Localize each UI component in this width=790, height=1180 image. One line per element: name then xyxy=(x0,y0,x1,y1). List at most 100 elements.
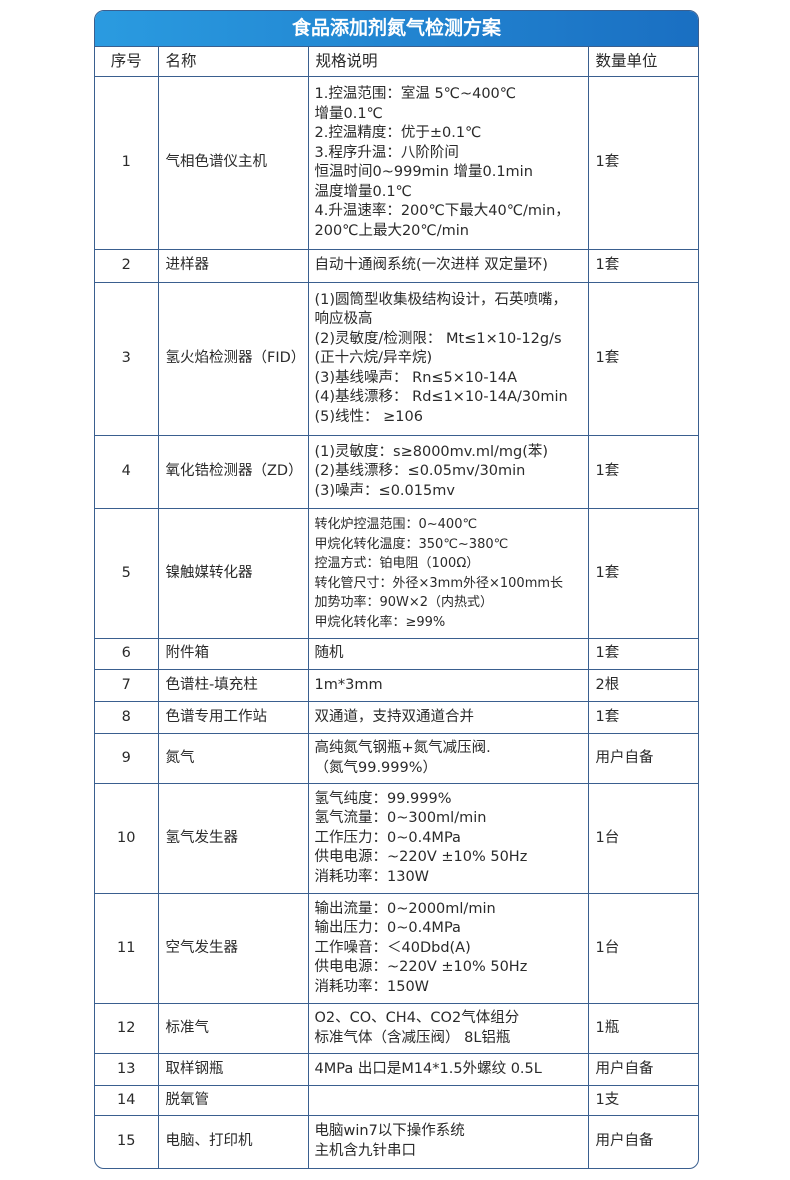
table-row: 9 氮气 高纯氮气钢瓶+氮气减压阀. （氮气99.999%） 用户自备 xyxy=(95,733,698,784)
row-number: 7 xyxy=(95,669,159,702)
item-quantity: 1瓶 xyxy=(587,1003,698,1054)
item-name: 空气发生器 xyxy=(157,893,309,1004)
row-number: 4 xyxy=(95,435,159,509)
row-number: 8 xyxy=(95,701,159,734)
row-number: 10 xyxy=(95,783,159,894)
item-quantity: 2根 xyxy=(587,669,698,702)
spec-line: 2.控温精度：优于±0.1℃ xyxy=(314,125,482,141)
table-row: 5 镍触媒转化器 转化炉控温范围：0~400℃ 甲烷化转化温度：350℃~380℃ 控温… xyxy=(95,508,698,639)
item-name: 标准气 xyxy=(157,1003,309,1054)
row-number: 1 xyxy=(95,76,159,250)
spec-line: 消耗功率：130W xyxy=(314,868,430,885)
spec-line: 甲烷化转化温度：350℃~380℃ xyxy=(314,536,509,552)
item-quantity: 1台 xyxy=(587,893,698,1004)
header-name: 名称 xyxy=(157,46,309,77)
item-spec: (1)圆筒型收集极结构设计，石英喷嘴， 响应极高 (2)灵敏度/检测限： Mt≤1×… xyxy=(307,282,589,436)
spec-line: 增量0.1℃ xyxy=(314,105,383,122)
item-quantity: 用户自备 xyxy=(587,1115,698,1168)
item-name: 色谱柱-填充柱 xyxy=(157,669,309,702)
header-qty: 数量单位 xyxy=(587,46,698,77)
table-row: 11 空气发生器 输出流量：0~2000ml/min 输出压力：0~0.4MPa 工作噪… xyxy=(95,893,698,1004)
item-spec: 转化炉控温范围：0~400℃ 甲烷化转化温度：350℃~380℃ 控温方式：铂电阻（… xyxy=(307,508,589,639)
spec-line: 氢气流量：0~300ml/min xyxy=(314,810,487,827)
item-quantity: 1套 xyxy=(587,638,698,670)
spec-line: O2、CO、CH4、CO2气体组分 xyxy=(314,1010,520,1026)
spec-line: 高纯氮气钢瓶+氮气减压阀. xyxy=(314,740,491,756)
item-name: 氧化锆检测器（ZD） xyxy=(157,435,309,509)
item-quantity: 1台 xyxy=(587,783,698,894)
row-number: 9 xyxy=(95,733,159,784)
item-spec: 自动十通阀系统(一次进样 双定量环) xyxy=(307,249,589,283)
spec-line: (3)噪声：≤0.015mv xyxy=(314,482,455,499)
spec-line: 加势功率：90W×2（内热式） xyxy=(314,595,494,610)
item-quantity: 1套 xyxy=(587,249,698,283)
item-quantity: 1套 xyxy=(587,701,698,734)
spec-line: 1m*3mm xyxy=(314,676,383,693)
item-spec: 4MPa 出口是M14*1.5外螺纹 0.5L xyxy=(307,1053,589,1086)
item-name: 取样钢瓶 xyxy=(157,1053,309,1086)
spec-line: 消耗功率：150W xyxy=(314,978,430,995)
item-spec: 高纯氮气钢瓶+氮气减压阀. （氮气99.999%） xyxy=(307,733,589,784)
table-header-row: 序号 名称 规格说明 数量单位 xyxy=(95,46,698,77)
item-quantity: 用户自备 xyxy=(587,1053,698,1086)
header-spec: 规格说明 xyxy=(307,46,589,77)
row-number: 12 xyxy=(95,1003,159,1054)
row-number: 15 xyxy=(95,1115,159,1168)
row-number: 14 xyxy=(95,1085,159,1116)
row-number: 3 xyxy=(95,282,159,436)
spec-line: 供电电源：~220V ±10% 50Hz xyxy=(314,849,528,866)
row-number: 11 xyxy=(95,893,159,1004)
item-name: 电脑、打印机 xyxy=(157,1115,309,1168)
spec-line: 电脑win7以下操作系统 xyxy=(314,1123,465,1140)
table-row: 15 电脑、打印机 电脑win7以下操作系统 主机含九针串口 用户自备 xyxy=(95,1115,698,1168)
item-quantity: 用户自备 xyxy=(587,733,698,784)
spec-table-card: 食品添加剂氮气检测方案 序号 名称 规格说明 数量单位 1 气相色谱仪主机 1.控温… xyxy=(94,10,699,1169)
table-row: 2 进样器 自动十通阀系统(一次进样 双定量环) 1套 xyxy=(95,249,698,283)
row-number: 2 xyxy=(95,249,159,283)
spec-line: 工作噪音：＜40Dbd(A) xyxy=(314,939,471,956)
item-spec: 1m*3mm xyxy=(307,669,589,702)
spec-line: 标准气体（含减压阀） 8L铝瓶 xyxy=(314,1029,511,1046)
spec-line: 3.程序升温：八阶阶间 xyxy=(314,144,459,161)
spec-line: (2)基线漂移：≤0.05mv/30min xyxy=(314,463,526,480)
item-quantity: 1套 xyxy=(587,282,698,436)
row-number: 5 xyxy=(95,508,159,639)
spec-table: 序号 名称 规格说明 数量单位 1 气相色谱仪主机 1.控温范围：室温 5℃~400… xyxy=(95,46,698,1168)
item-quantity: 1套 xyxy=(587,508,698,639)
spec-line: 氢气纯度：99.999% xyxy=(314,790,452,807)
item-name: 氮气 xyxy=(157,733,309,784)
row-number: 6 xyxy=(95,638,159,670)
spec-line: 响应极高 xyxy=(314,311,373,328)
spec-line: (2)灵敏度/检测限： Mt≤1×10-12g/s xyxy=(314,330,562,347)
spec-line: 温度增量0.1℃ xyxy=(314,183,412,200)
spec-line: 控温方式：铂电阻（100Ω） xyxy=(314,556,480,571)
table-row: 4 氧化锆检测器（ZD） (1)灵敏度：s≥8000mv.ml/mg(苯) (2)基线… xyxy=(95,435,698,509)
spec-line: （氮气99.999%） xyxy=(314,759,438,776)
table-row: 14 脱氧管 1支 xyxy=(95,1085,698,1116)
item-name: 附件箱 xyxy=(157,638,309,670)
item-spec: 1.控温范围：室温 5℃~400℃ 增量0.1℃ 2.控温精度：优于±0.1℃ 3.程… xyxy=(307,76,589,250)
item-name: 氢气发生器 xyxy=(157,783,309,894)
spec-line: 1.控温范围：室温 5℃~400℃ xyxy=(314,86,517,102)
item-spec: 输出流量：0~2000ml/min 输出压力：0~0.4MPa 工作噪音：＜40Db… xyxy=(307,893,589,1004)
spec-line: (1)灵敏度：s≥8000mv.ml/mg(苯) xyxy=(314,443,549,460)
table-row: 12 标准气 O2、CO、CH4、CO2气体组分 标准气体（含减压阀） 8L铝瓶 1瓶 xyxy=(95,1003,698,1054)
item-spec: 氢气纯度：99.999% 氢气流量：0~300ml/min 工作压力：0~0.4MP… xyxy=(307,783,589,894)
header-no: 序号 xyxy=(95,46,159,77)
item-quantity: 1支 xyxy=(587,1085,698,1116)
spec-line: 4.升温速率：200℃下最大40℃/min， xyxy=(314,203,570,219)
spec-line: 4MPa 出口是M14*1.5外螺纹 0.5L xyxy=(314,1060,542,1077)
spec-line: 双通道，支持双通道合并 xyxy=(314,708,475,725)
table-row: 6 附件箱 随机 1套 xyxy=(95,638,698,670)
spec-line: 转化管尺寸：外径×3mm外径×100mm长 xyxy=(314,575,564,591)
row-number: 13 xyxy=(95,1053,159,1086)
spec-line: 200℃上最大20℃/min xyxy=(314,222,469,239)
spec-line: 工作压力：0~0.4MPa xyxy=(314,829,461,846)
item-name: 镍触媒转化器 xyxy=(157,508,309,639)
spec-line: 供电电源：~220V ±10% 50Hz xyxy=(314,959,528,976)
item-spec: 双通道，支持双通道合并 xyxy=(307,701,589,734)
table-row: 1 气相色谱仪主机 1.控温范围：室温 5℃~400℃ 增量0.1℃ 2.控温精度：优于… xyxy=(95,76,698,250)
table-row: 7 色谱柱-填充柱 1m*3mm 2根 xyxy=(95,669,698,702)
spec-line: (3)基线噪声： Rn≤5×10-14A xyxy=(314,369,518,386)
item-spec: O2、CO、CH4、CO2气体组分 标准气体（含减压阀） 8L铝瓶 xyxy=(307,1003,589,1054)
